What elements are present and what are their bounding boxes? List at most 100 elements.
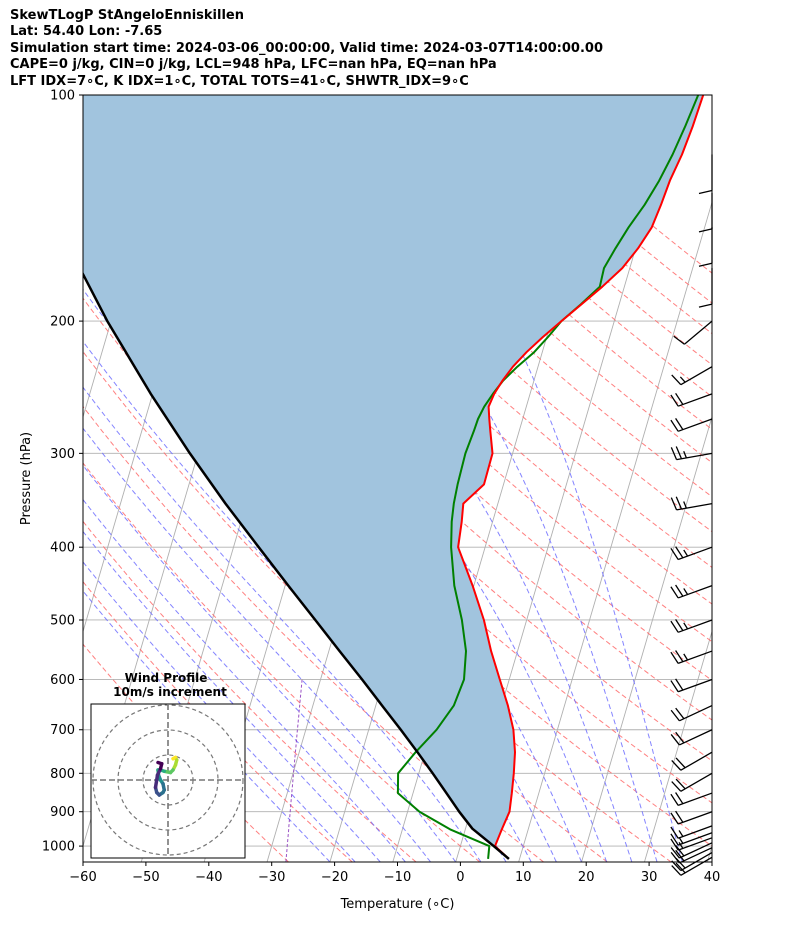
wind-barb [670, 832, 713, 846]
wind-barb-flag [675, 650, 684, 663]
wind-barb [670, 729, 713, 746]
wind-barb-flag [670, 833, 679, 846]
x-tick-label: −60 [69, 870, 96, 885]
wind-barb-staff [677, 393, 713, 407]
x-tick-label: −30 [258, 870, 285, 885]
axes: −60 −50 −40 −30 −20 −10 0 10 20 30 40 100 200 300 400 5… [19, 89, 720, 913]
wind-barb [670, 650, 713, 664]
wind-barb-staff [676, 503, 713, 511]
wind-barb-flag [670, 651, 679, 664]
wind-barb [670, 792, 713, 806]
wind-barb-flag [671, 760, 682, 771]
wind-barb [671, 366, 713, 386]
wind-barb [673, 320, 713, 345]
wind-barb-flag [671, 781, 682, 792]
wind-barb-flag [670, 838, 679, 851]
wind-barb [670, 810, 713, 825]
wind-barb-flag [675, 792, 684, 805]
wind-barb-flag [675, 546, 684, 559]
wind-barb-flag [673, 335, 685, 345]
y-axis-label: Pressure (hPa) [19, 432, 34, 525]
x-tick-label: 0 [456, 870, 464, 885]
wind-barb [670, 847, 713, 864]
temperature-line [457, 95, 705, 860]
hodograph-segment [153, 773, 160, 790]
wind-barb-flag [670, 680, 679, 693]
x-tick-label: −10 [384, 870, 411, 885]
dry-adiabat-line [242, 95, 712, 533]
x-tick-label: −50 [132, 870, 159, 885]
wind-barb-flag [670, 419, 679, 432]
indices-line-2: LFT IDX=7∘C, K IDX=1∘C, TOTAL TOTS=41∘C,… [10, 73, 469, 89]
wind-barb-flag [675, 707, 685, 720]
y-tick-label: 900 [50, 805, 75, 820]
wind-barb-flag [698, 228, 713, 233]
wind-barb-staff [679, 842, 713, 859]
wind-barb [670, 837, 713, 851]
wind-barb [698, 268, 713, 308]
wind-barb-flag [698, 303, 713, 308]
y-tick-label: 800 [50, 767, 75, 782]
wind-barb-staff [679, 704, 713, 722]
isotherm-line [644, 629, 712, 862]
dry-adiabat-line [83, 405, 544, 862]
wind-barb-flag [675, 584, 684, 597]
wind-barb-flag [670, 497, 678, 511]
wind-barb-flag [675, 862, 686, 874]
wind-barb-flag [675, 619, 684, 631]
wind-barb-flag [675, 496, 683, 510]
plot-area [83, 95, 712, 862]
x-tick-label: 10 [515, 870, 532, 885]
wind-barb-flag [675, 446, 683, 459]
x-tick-label: −20 [321, 870, 348, 885]
wind-barb-flag [675, 849, 685, 862]
moist-adiabat-line [353, 95, 683, 862]
moist-adiabat-line [83, 498, 406, 862]
y-tick-label: 400 [50, 541, 75, 556]
mixing-ratio-line [285, 679, 303, 862]
x-tick-label: −40 [195, 870, 222, 885]
chart-title: SkewTLogP StAngeloEnniskillen [10, 8, 244, 23]
wind-barb-flag [670, 547, 679, 560]
dry-adiabat-line [83, 520, 417, 862]
wind-barb-flag [675, 392, 684, 405]
wind-barb [670, 584, 713, 599]
wind-barb-flag [671, 865, 682, 876]
wind-barb-flag [670, 826, 679, 839]
wind-barbs [670, 154, 713, 876]
wind-barb-flag [670, 793, 679, 806]
moist-adiabat-line [83, 530, 381, 862]
y-tick-label: 300 [50, 447, 75, 462]
location-line: Lat: 54.40 Lon: -7.65 [10, 24, 163, 40]
wind-barb-staff [677, 811, 713, 825]
hodograph-title: Wind Profile [125, 671, 208, 685]
wind-barb-flag [675, 678, 684, 691]
wind-barb-half-flag [683, 588, 689, 595]
hodograph-segment [156, 760, 164, 766]
wind-barb-staff [676, 452, 713, 461]
wind-barb-half-flag [678, 842, 684, 849]
x-tick-label: 30 [641, 870, 658, 885]
time-line: Simulation start time: 2024-03-06_00:00:… [10, 40, 603, 56]
hodograph-subtitle: 10m/s increment [113, 685, 227, 699]
isotherm-line [706, 844, 712, 862]
wind-barb-flag [698, 189, 713, 195]
wind-barb-half-flag [683, 450, 687, 459]
wind-barb [698, 227, 713, 267]
wind-barb-flag [675, 810, 684, 823]
wind-barb-staff [677, 678, 713, 693]
wind-barb-flag [670, 709, 680, 722]
wind-barb [670, 496, 713, 511]
wind-barb [670, 825, 713, 839]
wind-barb [698, 154, 713, 195]
x-axis-label: Temperature (∘C) [340, 897, 455, 912]
dry-adiabat-line [275, 95, 712, 498]
x-tick-label: 20 [578, 870, 595, 885]
wind-barb-flag [670, 734, 680, 746]
wind-barb [670, 678, 713, 693]
indices-line-1: CAPE=0 j/kg, CIN=0 j/kg, LCL=948 hPa, LF… [10, 57, 497, 73]
wind-barb-staff [680, 751, 713, 771]
wind-barb-flag [670, 812, 679, 825]
wind-barb-flag [675, 418, 684, 430]
